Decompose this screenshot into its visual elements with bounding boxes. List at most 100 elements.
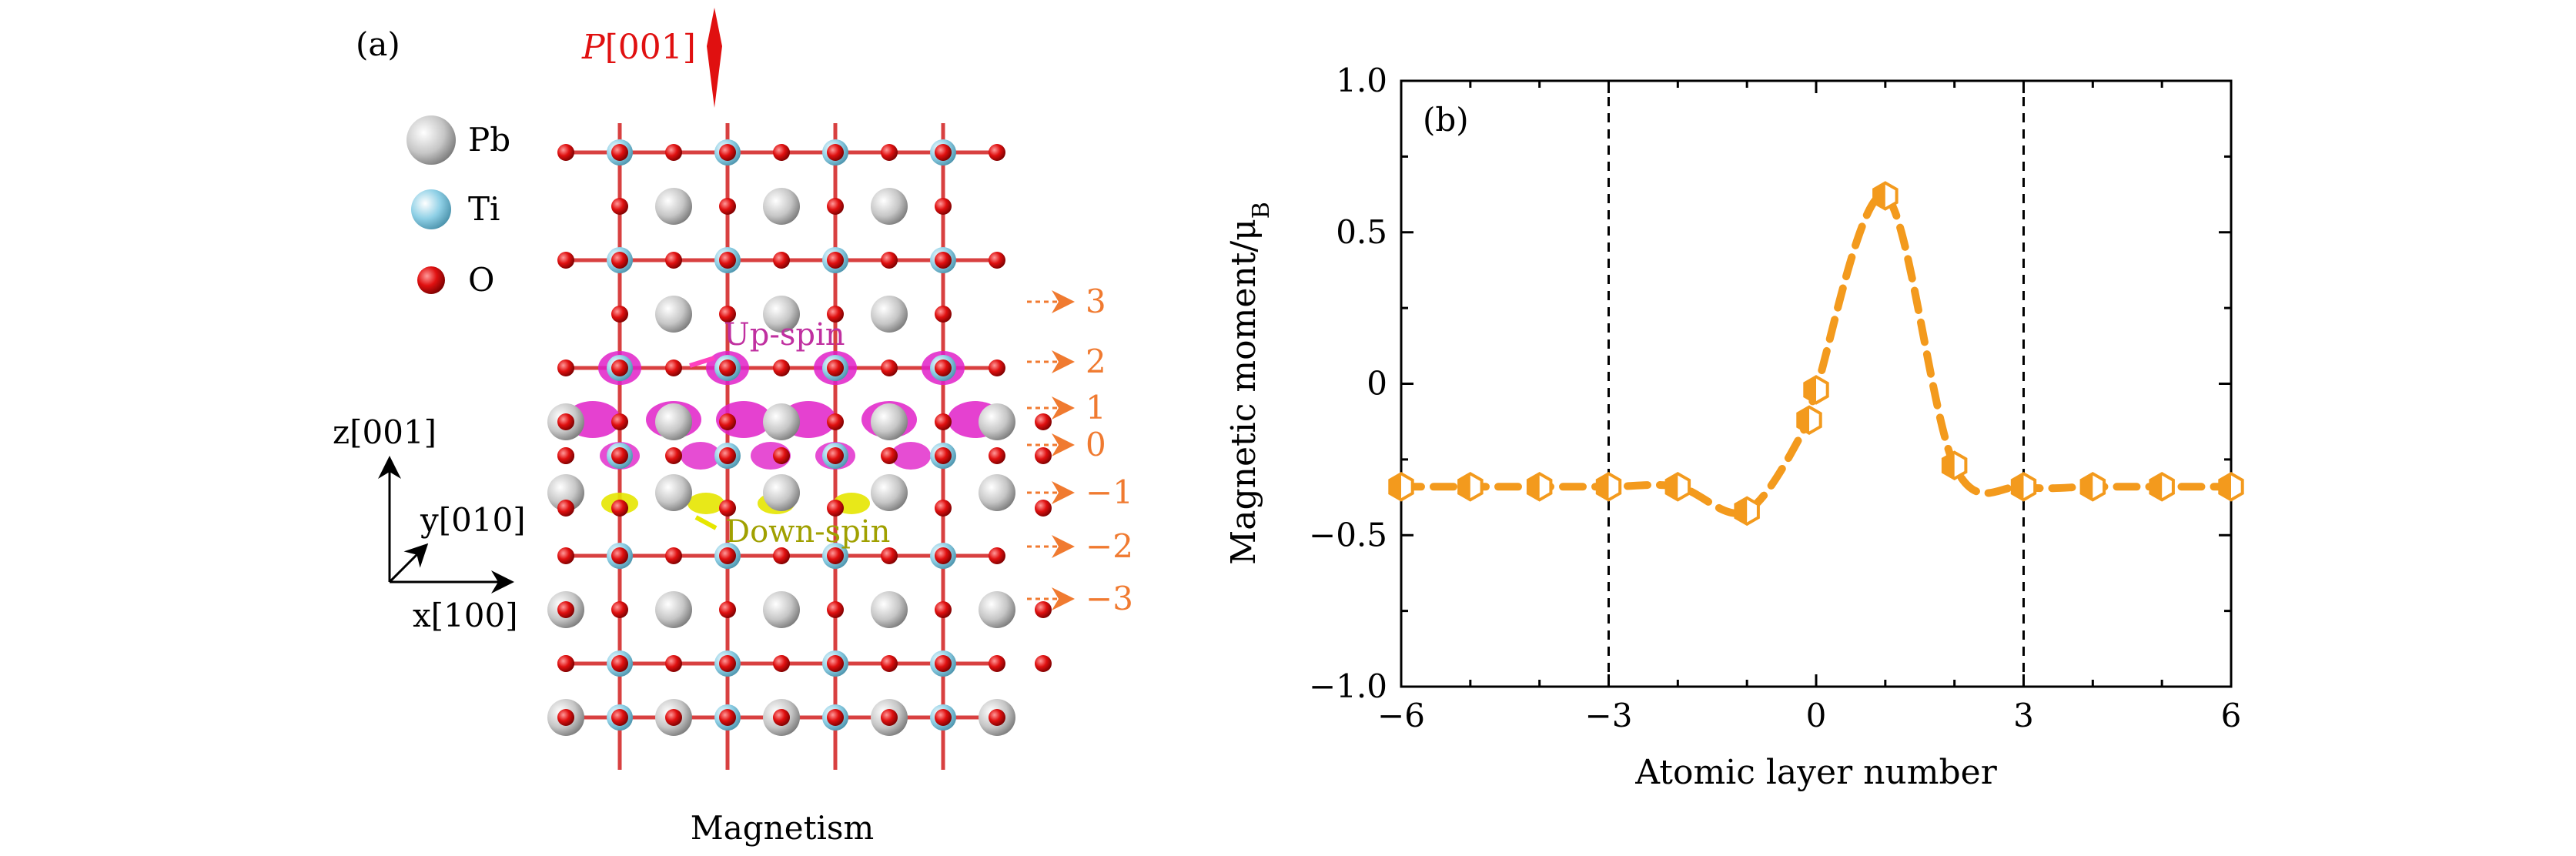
o-atom xyxy=(1035,447,1052,464)
p-direction: [001] xyxy=(605,28,696,67)
data-point-fill xyxy=(1735,497,1748,524)
o-atom xyxy=(881,655,898,672)
o-atom xyxy=(773,359,790,376)
o-atom xyxy=(719,359,736,376)
pb-atom xyxy=(763,296,800,333)
o-atom xyxy=(719,500,736,517)
layer-label: 3 xyxy=(1086,283,1106,320)
pb-atom xyxy=(763,591,800,628)
o-atom xyxy=(557,359,574,376)
ti-legend-sphere xyxy=(411,189,451,229)
spin-annotations: Up-spin Down-spin xyxy=(689,317,890,550)
data-point xyxy=(1595,471,1622,502)
o-atom xyxy=(1035,500,1052,517)
o-legend-sphere xyxy=(417,266,445,294)
up-spin-pointer xyxy=(689,356,715,368)
up-spin-density xyxy=(681,442,721,470)
data-point-fill xyxy=(1874,182,1885,209)
o-atom xyxy=(989,709,1005,726)
o-atom xyxy=(611,601,628,618)
data-point-fill xyxy=(2012,473,2024,500)
o-atom xyxy=(665,547,682,564)
o-atom xyxy=(557,709,574,726)
pb-atom xyxy=(655,296,692,333)
panel-a: (a) Pb Ti O P[001] Up-spin Down-spin 3 2 1… xyxy=(333,8,1133,847)
pb-atom xyxy=(871,296,908,333)
o-atom xyxy=(827,359,844,376)
o-atom xyxy=(935,447,952,464)
y-tick-label: −0.5 xyxy=(1309,516,1387,553)
polarization-arrow: P[001] xyxy=(581,8,722,108)
y-tick-label: 0.5 xyxy=(1336,213,1387,251)
data-point-fill xyxy=(1798,406,1809,433)
pb-atom xyxy=(655,591,692,628)
pb-atom xyxy=(655,188,692,225)
o-atom xyxy=(881,252,898,269)
o-atom xyxy=(611,655,628,672)
o-atom xyxy=(719,413,736,430)
o-atom xyxy=(665,252,682,269)
o-atom xyxy=(611,198,628,215)
axis-ticks: −6 −3 0 3 6 1.0 0.5 0 −0.5 −1.0 xyxy=(1309,62,2241,734)
panel-b-chart: (b) −6 −3 0 3 6 1.0 0.5 0 −0.5 −1.0 Atomic layer … xyxy=(1224,62,2244,792)
o-atom xyxy=(989,655,1005,672)
y-tick-label: 0 xyxy=(1367,365,1387,403)
o-atom xyxy=(611,709,628,726)
o-atom xyxy=(827,144,844,161)
y-axis-arrow xyxy=(388,543,429,583)
y-axis-title-sub: B xyxy=(1248,202,1275,219)
p-arrow-shape xyxy=(707,8,722,108)
y-axis-label: y[010] xyxy=(420,501,526,539)
o-atom xyxy=(827,655,844,672)
pb-atom xyxy=(979,474,1015,511)
data-point-fill xyxy=(2150,473,2163,500)
panel-a-caption: Magnetism xyxy=(691,809,875,847)
pb-atom xyxy=(655,474,692,511)
o-atom xyxy=(611,252,628,269)
layer-markers: 3 2 10 −1 −2 −3 xyxy=(1027,283,1133,617)
o-atom xyxy=(827,601,844,618)
z-axis-label: z[001] xyxy=(333,413,437,451)
o-atom xyxy=(611,359,628,376)
data-point-fill xyxy=(1390,473,1401,500)
o-atom xyxy=(989,359,1005,376)
o-atom xyxy=(881,359,898,376)
o-atom xyxy=(719,655,736,672)
o-atom xyxy=(773,447,790,464)
down-spin-label: Down-spin xyxy=(725,514,890,550)
pb-atom xyxy=(871,403,908,440)
o-atom xyxy=(773,547,790,564)
o-atom xyxy=(989,252,1005,269)
o-atom xyxy=(719,601,736,618)
o-atom xyxy=(719,547,736,564)
o-atom xyxy=(935,709,952,726)
o-atom xyxy=(557,655,574,672)
data-point xyxy=(1803,375,1829,405)
o-atom xyxy=(827,709,844,726)
o-atom xyxy=(665,655,682,672)
panel-b-label: (b) xyxy=(1423,101,1469,139)
o-atom xyxy=(935,413,952,430)
pb-atom xyxy=(763,403,800,440)
o-atom xyxy=(1035,655,1052,672)
p-symbol: P xyxy=(581,28,606,67)
o-atom xyxy=(557,500,574,517)
o-atom xyxy=(557,447,574,464)
o-atom xyxy=(665,359,682,376)
o-atom xyxy=(1035,601,1052,618)
data-point xyxy=(1872,181,1899,211)
o-atom xyxy=(935,359,952,376)
pb-atom xyxy=(979,591,1015,628)
data-point xyxy=(1664,471,1691,502)
o-atom xyxy=(611,413,628,430)
o-atom xyxy=(935,198,952,215)
layer-label: −2 xyxy=(1086,527,1133,565)
o-atom xyxy=(611,547,628,564)
pb-atom xyxy=(871,188,908,225)
o-atom xyxy=(557,547,574,564)
pb-atom xyxy=(871,591,908,628)
o-atom xyxy=(827,547,844,564)
data-point xyxy=(1734,496,1760,527)
data-point-fill xyxy=(1805,376,1816,403)
